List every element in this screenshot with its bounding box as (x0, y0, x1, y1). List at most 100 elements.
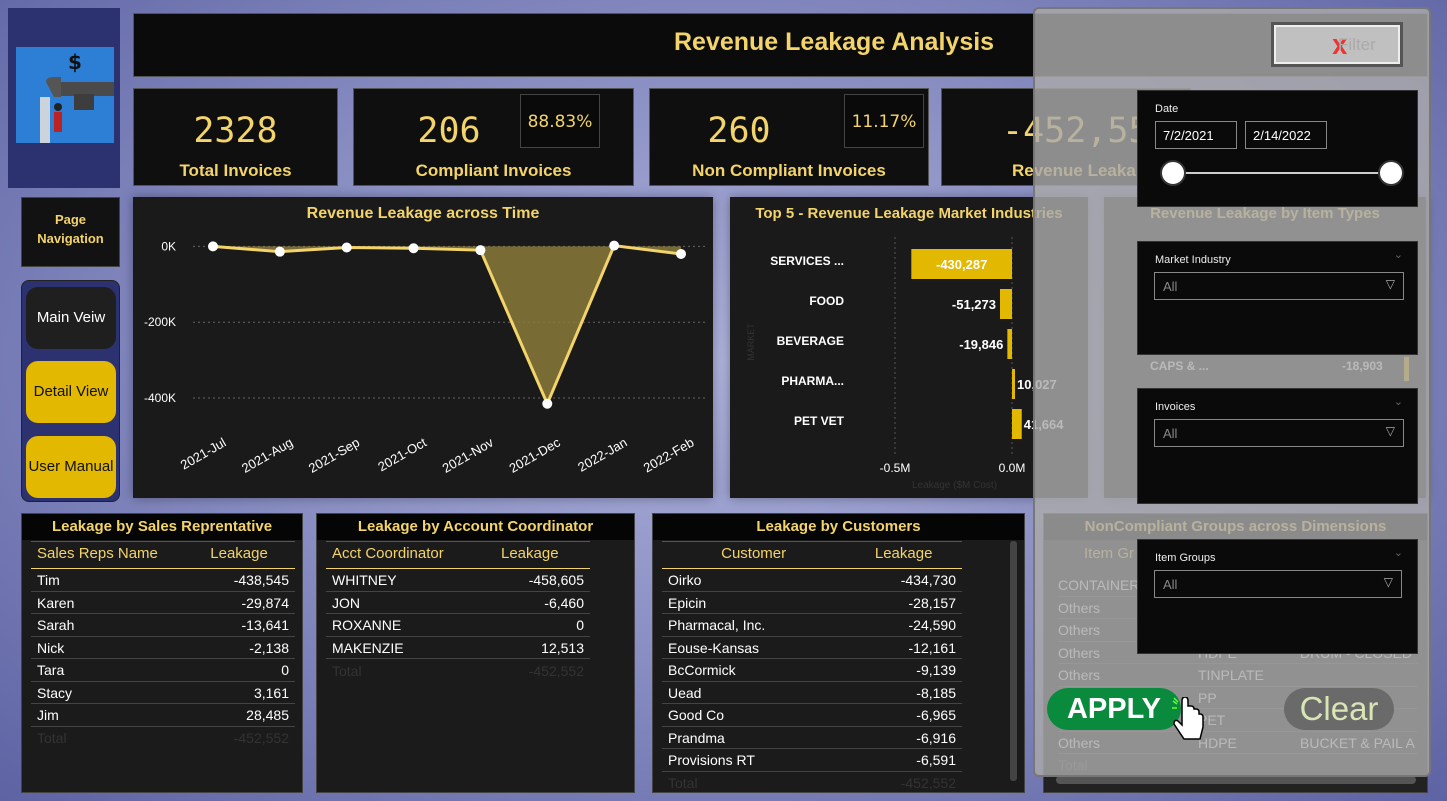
data-label: -430,287 (936, 257, 987, 272)
slicer-title: Invoices (1155, 401, 1196, 413)
chevron-down-icon[interactable]: ⌄ (1393, 396, 1403, 408)
table-row[interactable]: MAKENZIE 12,513 (326, 636, 590, 659)
table-row[interactable]: Uead -8,185 (662, 681, 962, 704)
data-point[interactable] (208, 241, 218, 252)
table-row[interactable]: Eouse-Kansas -12,161 (662, 636, 962, 659)
column-header[interactable]: Leakage (204, 541, 295, 569)
kpi-percent: 88.83% (520, 94, 600, 148)
end-date-handle[interactable] (1378, 160, 1404, 186)
column-header[interactable]: Leakage (845, 541, 962, 569)
name-cell: ROXANNE (326, 613, 495, 637)
kpi-label: Total Invoices (179, 161, 292, 180)
start-date-input[interactable]: 7/2/2021 (1155, 121, 1237, 149)
close-icon: X (1332, 35, 1348, 59)
bar[interactable] (1007, 329, 1012, 359)
data-point[interactable] (609, 240, 620, 251)
dropdown-value: All (1163, 426, 1178, 441)
leakage-cell: -458,605 (494, 568, 590, 592)
total-value: -452,552 (528, 662, 584, 679)
x-tick-label: 2021-Aug (239, 435, 295, 476)
name-cell: Epicin (662, 591, 846, 614)
invoices-dropdown[interactable]: All ▽ (1154, 419, 1404, 447)
table-row[interactable]: Good Co -6,965 (662, 703, 962, 727)
table-row[interactable]: Tim -438,545 (31, 568, 295, 592)
chevron-down-icon[interactable]: ⌄ (1393, 249, 1403, 261)
data-point[interactable] (341, 242, 352, 253)
bar[interactable] (911, 249, 1012, 279)
leakage-cell: -24,590 (845, 613, 962, 637)
table-row[interactable]: Prandma -6,916 (662, 726, 962, 749)
total-row: Total -452,552 (662, 771, 962, 794)
table-row[interactable]: Stacy 3,161 (31, 681, 295, 704)
leakage-cell: -28,157 (845, 591, 962, 614)
invoices-slicer: Invoices ⌄ All ▽ (1137, 388, 1418, 504)
start-date-handle[interactable] (1160, 160, 1186, 186)
leakage-cell: 3,161 (204, 681, 295, 704)
data-point[interactable] (274, 246, 285, 257)
table-row[interactable]: JON -6,460 (326, 591, 590, 614)
market-industry-dropdown[interactable]: All ▽ (1154, 272, 1404, 300)
table-title: Leakage by Customers (653, 514, 1024, 540)
table-row[interactable]: Jim 28,485 (31, 703, 295, 727)
item-groups-slicer: Item Groups ⌄ All ▽ (1137, 539, 1418, 654)
table-row[interactable]: Nick -2,138 (31, 636, 295, 659)
table-row[interactable]: Provisions RT -6,591 (662, 748, 962, 772)
x-tick-label: 2021-Dec (506, 434, 563, 475)
data-point[interactable] (542, 398, 553, 409)
leakage-cell: -438,545 (204, 568, 295, 592)
kpi-value: 260 (707, 111, 771, 151)
table-row[interactable]: ROXANNE 0 (326, 613, 590, 637)
kpi-total-invoices: 2328 Total Invoices (133, 88, 338, 186)
user-manual-button[interactable]: User Manual (26, 436, 116, 498)
column-header[interactable]: Acct Coordinator (326, 541, 495, 569)
close-filter-button[interactable]: X Filter (1271, 22, 1403, 67)
chevron-down-icon[interactable]: ⌄ (1393, 547, 1403, 559)
chart-title: Revenue Leakage across Time (306, 205, 540, 222)
end-date-input[interactable]: 2/14/2022 (1245, 121, 1327, 149)
total-label: Total (668, 775, 698, 791)
clear-button[interactable]: Clear (1284, 688, 1394, 730)
table-row[interactable]: Karen -29,874 (31, 591, 295, 614)
leakage-cell: 28,485 (204, 703, 295, 727)
table-row[interactable]: Epicin -28,157 (662, 591, 962, 614)
apply-button[interactable]: APPLY (1047, 688, 1181, 730)
x-tick-label: -0.5M (880, 461, 911, 475)
svg-text:$: $ (68, 50, 82, 74)
kpi-compliant-invoices: 206 88.83% Compliant Invoices (353, 88, 634, 186)
table-row[interactable]: WHITNEY -458,605 (326, 568, 590, 592)
table-row[interactable]: Tara 0 (31, 658, 295, 682)
y-tick-label: -200K (144, 315, 176, 329)
bar[interactable] (1012, 409, 1022, 439)
category-label: FOOD (809, 294, 844, 308)
table-row[interactable]: Pharmacal, Inc. -24,590 (662, 613, 962, 637)
vertical-scrollbar[interactable] (1010, 541, 1017, 781)
name-cell: Jim (31, 703, 205, 727)
market-industry-slicer: Market Industry ⌄ All ▽ (1137, 241, 1418, 355)
total-value: -452,552 (900, 775, 956, 791)
slicer-title: Market Industry (1155, 254, 1231, 266)
main-view-button[interactable]: Main Veiw (26, 287, 116, 349)
name-cell: MAKENZIE (326, 636, 495, 659)
column-header[interactable]: Leakage (494, 541, 590, 569)
category-label: PET VET (794, 414, 845, 428)
total-label: Total (37, 730, 67, 746)
table-row[interactable]: BcCormick -9,139 (662, 658, 962, 682)
table-row[interactable]: Oirko -434,730 (662, 568, 962, 592)
detail-view-button[interactable]: Detail View (26, 361, 116, 423)
item-groups-dropdown[interactable]: All ▽ (1154, 570, 1402, 598)
data-point[interactable] (475, 245, 486, 256)
x-tick-label: 2021-Sep (306, 435, 362, 476)
data-point[interactable] (408, 243, 419, 254)
bar[interactable] (1000, 289, 1012, 319)
data-point[interactable] (676, 248, 686, 259)
leakage-cell: -29,874 (204, 591, 295, 614)
top5-market-industries-chart: Top 5 - Revenue Leakage Market Industrie… (730, 197, 1088, 498)
column-header[interactable]: Customer (662, 541, 846, 569)
name-cell: Tim (31, 568, 205, 592)
bar[interactable] (1012, 369, 1015, 399)
table-row[interactable]: Sarah -13,641 (31, 613, 295, 637)
kpi-value: 2328 (193, 111, 278, 151)
name-cell: BcCormick (662, 658, 846, 682)
horizontal-scrollbar[interactable] (1056, 776, 1416, 784)
column-header[interactable]: Sales Reps Name (31, 541, 205, 569)
